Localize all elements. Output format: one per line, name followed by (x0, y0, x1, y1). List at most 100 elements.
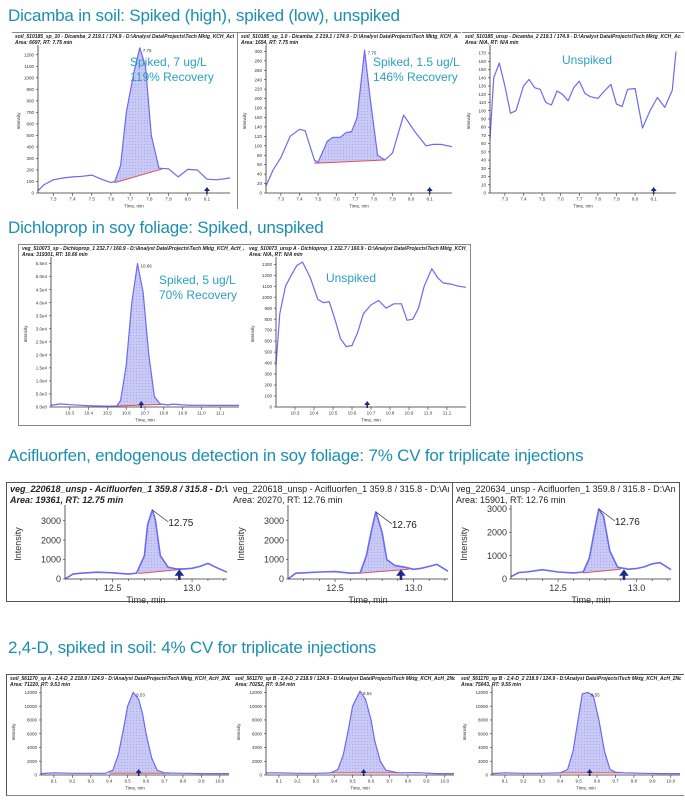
x-tick-label: 10.8 (159, 411, 168, 416)
y-tick-label: 10 (481, 182, 487, 187)
y-tick-label: 5.5e4 (36, 261, 48, 266)
retention-time-marker-icon (364, 401, 371, 408)
x-tick-label: 12.5 (104, 583, 122, 593)
peak-rt-label: 9.55 (591, 692, 600, 697)
y-tick-label: 100 (478, 108, 486, 113)
y-tick-label: 8000 (252, 718, 263, 723)
y-tick-label: 40 (257, 172, 263, 177)
y-tick-label: 140 (254, 124, 262, 129)
peak-area-fill (560, 692, 622, 773)
y-tick-label: 400 (26, 144, 34, 149)
section-title-dichloprop: Dichloprop in soy foliage: Spiked, unspi… (8, 218, 324, 237)
y-axis-label: Intensity (242, 112, 247, 130)
y-tick-label: 170 (478, 51, 486, 56)
x-tick-label: 7.6 (108, 197, 115, 202)
y-tick-label: 1000 (262, 295, 273, 300)
x-tick-label: 11.0 (424, 411, 433, 416)
x-axis-label: Time, min (573, 203, 593, 208)
retention-time-marker-icon (138, 401, 145, 408)
x-tick-label: 9.3 (88, 779, 95, 784)
x-tick-label: 10.9 (178, 411, 187, 416)
y-tick-label: 80 (257, 153, 263, 158)
x-tick-label: 12.5 (549, 583, 567, 593)
y-tick-label: 1000 (41, 555, 61, 565)
peak-area-fill (583, 509, 621, 573)
peak-baseline (114, 168, 163, 184)
chromatogram-annotation: Spiked, 1.5 ug/L 146% Recovery (373, 55, 460, 85)
y-tick-label: 10000 (475, 704, 488, 709)
y-axis-label: Intensity (16, 112, 21, 130)
chromatogram-header-title: veg_510073_sp - Dichloprop_1 232.7 / 160… (22, 246, 244, 252)
y-tick-label: 140 (478, 75, 486, 80)
chromatogram-panel-24d-2: soil_561170_sp B - 2,4-D_2 218.9 / 124.9… (232, 674, 458, 796)
chromatogram-trace (287, 511, 449, 580)
x-tick-label: 7.6 (334, 197, 341, 202)
peak-baseline (314, 159, 386, 164)
x-tick-label: 11.1 (216, 411, 225, 416)
x-tick-label: 9.5 (349, 779, 356, 784)
chromatogram-panel-24d-1: soil_561170_sp A - 2,4-D_2 218.9 / 124.9… (6, 674, 233, 796)
x-tick-label: 7.4 (296, 197, 303, 202)
peak-area-fill (360, 511, 409, 574)
chromatogram-header-area-rt: Area: 1654, RT: 7.75 min (241, 40, 299, 46)
y-tick-label: 6000 (27, 731, 38, 736)
chromatogram-trace (275, 261, 467, 366)
retention-time-marker-icon (135, 769, 142, 776)
peak-label-leader (598, 508, 616, 522)
x-tick-label: 9.4 (331, 779, 338, 784)
x-tick-label: 7.4 (69, 197, 76, 202)
y-tick-label: 0 (31, 191, 34, 196)
x-tick-label: 9.1 (276, 779, 283, 784)
y-axis-label: Intensity (13, 527, 23, 561)
chromatogram-header-title: soil_510185_sp_1.0 - Dicamba_2 219.1 / 1… (241, 34, 458, 40)
x-tick-label: 7.7 (576, 197, 583, 202)
retention-time-marker-icon (619, 569, 629, 580)
chromatogram-annotation: Unspiked (326, 271, 376, 286)
x-tick-label: 9.5 (575, 779, 582, 784)
y-tick-label: 3000 (264, 516, 284, 526)
x-tick-label: 10.8 (386, 411, 395, 416)
x-tick-label: 9.3 (539, 779, 546, 784)
chromatogram-plot: 0 1000 2000 3000 12.5 13.0 Time, min Intensity 1… (236, 505, 449, 605)
y-tick-label: 50 (481, 149, 487, 154)
y-tick-label: 10000 (249, 704, 262, 709)
chromatogram-annotation: Spiked, 5 ug/L 70% Recovery (159, 273, 237, 303)
y-tick-label: 60 (257, 162, 263, 167)
y-tick-label: 0 (259, 191, 262, 196)
x-tick-label: 13.0 (183, 583, 201, 593)
y-tick-label: 10000 (24, 704, 37, 709)
chromatogram-header-title: soil_561170_sp B - 2,4-D_2 218.9 / 124.9… (235, 676, 455, 682)
y-axis-label: Intensity (236, 527, 246, 561)
x-tick-label: 8.0 (408, 197, 415, 202)
x-tick-label: 9.2 (520, 779, 527, 784)
y-tick-label: 0 (259, 773, 262, 778)
x-tick-label: 9.6 (368, 779, 375, 784)
chromatogram-header-area-rt: Area: 19361, RT: 12.75 min (10, 495, 124, 505)
x-tick-label: 7.3 (502, 197, 509, 202)
y-axis-label: Intensity (23, 325, 28, 343)
x-tick-label: 10.7 (141, 411, 150, 416)
chromatogram-header-title: veg_510073_unsp A - Dichloprop_1 232.7 /… (249, 246, 467, 252)
chromatogram-panel-acifluorfen-3: veg_220634_unsp - Acifluorfen_1 359.8 / … (452, 482, 680, 605)
x-tick-label: 9.8 (631, 779, 638, 784)
x-tick-label: 10.6 (122, 411, 131, 416)
x-tick-label: 7.5 (539, 197, 546, 202)
x-tick-label: 9.4 (557, 779, 564, 784)
chromatogram-annotation: Unspiked (562, 53, 612, 68)
y-tick-label: 12000 (249, 690, 262, 695)
y-tick-label: 200 (254, 96, 262, 101)
y-tick-label: 0 (485, 773, 488, 778)
y-tick-label: 1.0e4 (36, 379, 48, 384)
y-tick-label: 6000 (478, 731, 489, 736)
y-tick-label: 2000 (264, 535, 284, 545)
peak-rt-label: 7.75 (368, 50, 377, 55)
x-tick-label: 10.7 (367, 411, 376, 416)
y-axis-label: Intensity (11, 723, 16, 741)
x-tick-label: 7.4 (520, 197, 527, 202)
x-tick-label: 9.9 (198, 779, 205, 784)
chromatogram-plot: 0 20 40 60 80 100 120 140 160 180 200 220 240 260 280 3… (242, 45, 453, 208)
y-tick-label: 1000 (24, 75, 35, 80)
x-axis-label: Time, min (126, 595, 165, 605)
retention-time-marker-icon (360, 769, 367, 776)
y-tick-label: 800 (264, 317, 272, 322)
